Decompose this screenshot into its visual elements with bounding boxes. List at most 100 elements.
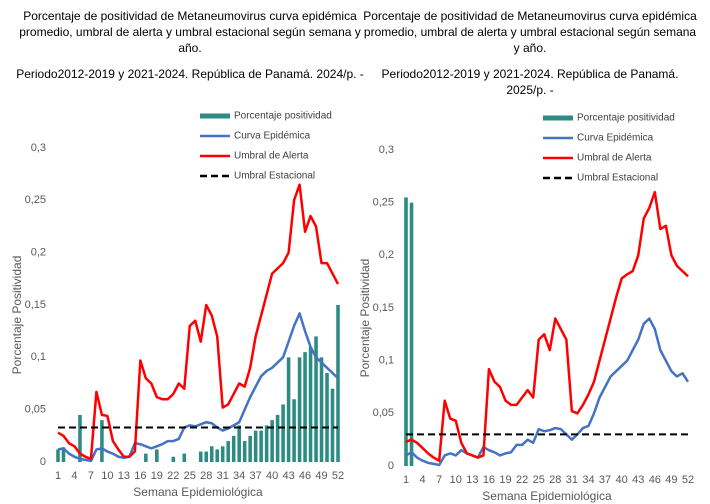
bar xyxy=(330,388,335,462)
chart-title: Porcentaje de positividad de Metaneumovi… xyxy=(363,9,697,55)
legend-label: Umbral de Alerta xyxy=(234,151,309,162)
x-tick-label: 49 xyxy=(665,474,677,486)
x-tick-label: 37 xyxy=(599,474,611,486)
bar xyxy=(100,420,104,462)
bar xyxy=(171,456,176,462)
x-tick-label: 40 xyxy=(616,474,628,486)
y-axis-label: Porcentaje Positividad xyxy=(10,256,24,375)
legend-label: Porcentaje positividad xyxy=(577,113,675,124)
bar xyxy=(248,435,252,462)
x-tick-label: 28 xyxy=(200,470,212,482)
x-tick-label: 10 xyxy=(450,474,462,486)
bar xyxy=(56,449,60,462)
y-tick-label: 0,05 xyxy=(25,404,46,416)
line-series xyxy=(405,190,689,462)
legend-label: Umbral Estacional xyxy=(234,171,315,182)
legend-label: Curva Epidémica xyxy=(234,131,311,142)
x-tick-label: 49 xyxy=(315,470,327,482)
x-tick-label: 13 xyxy=(118,470,130,482)
x-tick-label: 7 xyxy=(436,474,442,486)
bar xyxy=(404,197,408,466)
bar xyxy=(314,336,318,462)
x-tick-label: 28 xyxy=(549,474,561,486)
legend-label: Curva Epidémica xyxy=(577,133,654,144)
bar xyxy=(281,404,285,462)
bar xyxy=(253,430,258,462)
x-tick-label: 22 xyxy=(516,474,528,486)
x-tick-label: 46 xyxy=(649,474,661,486)
x-tick-label: 19 xyxy=(499,474,511,486)
bar xyxy=(78,414,82,462)
bar xyxy=(144,453,148,462)
y-tick-label: 0,2 xyxy=(31,247,46,259)
bar xyxy=(155,449,159,462)
bar xyxy=(409,202,414,466)
x-tick-label: 37 xyxy=(250,470,262,482)
bar xyxy=(220,446,225,462)
y-tick-label: 0,25 xyxy=(25,194,46,206)
bar xyxy=(226,441,230,462)
bar xyxy=(270,420,274,462)
bar xyxy=(209,446,214,462)
bar xyxy=(292,399,296,462)
bar xyxy=(61,447,66,462)
bar xyxy=(308,346,313,462)
line-series xyxy=(57,312,339,463)
bar xyxy=(275,414,280,462)
legend-label: Porcentaje positividad xyxy=(234,111,332,122)
x-tick-label: 4 xyxy=(71,470,77,482)
y-tick-label: 0,3 xyxy=(379,144,394,156)
bar xyxy=(303,352,307,462)
x-tick-label: 52 xyxy=(682,474,694,486)
bar xyxy=(319,357,324,462)
y-tick-label: 0,1 xyxy=(379,355,394,367)
line-series xyxy=(57,183,340,461)
bar xyxy=(237,425,241,462)
bar xyxy=(182,453,187,462)
y-axis-label: Porcentaje Positividad xyxy=(358,259,372,378)
x-tick-label: 40 xyxy=(266,470,278,482)
y-tick-label: 0 xyxy=(40,456,46,468)
x-tick-label: 10 xyxy=(101,470,113,482)
bar xyxy=(198,451,203,462)
bar xyxy=(264,425,269,462)
legend-label: Umbral de Alerta xyxy=(577,153,652,164)
x-tick-label: 31 xyxy=(566,474,578,486)
x-tick-label: 22 xyxy=(167,470,179,482)
y-tick-label: 0,1 xyxy=(31,351,46,363)
x-tick-label: 25 xyxy=(533,474,545,486)
x-tick-label: 52 xyxy=(332,470,344,482)
bar xyxy=(215,449,219,462)
bar xyxy=(242,441,247,462)
x-tick-label: 43 xyxy=(632,474,644,486)
x-tick-label: 19 xyxy=(151,470,163,482)
bar xyxy=(336,305,340,462)
bar xyxy=(325,373,329,462)
chart-title: Porcentaje de positividad de Metaneumovi… xyxy=(19,9,361,55)
x-axis-label: Semana Epidemiológica xyxy=(482,489,612,503)
x-tick-label: 34 xyxy=(582,474,594,486)
x-tick-label: 16 xyxy=(134,470,146,482)
y-tick-label: 0,2 xyxy=(379,249,394,261)
x-axis-label: Semana Epidemiológica xyxy=(133,485,263,499)
x-tick-label: 16 xyxy=(483,474,495,486)
bar xyxy=(297,357,302,462)
x-tick-label: 34 xyxy=(233,470,245,482)
x-tick-label: 46 xyxy=(299,470,311,482)
chart-subtitle: Periodo2012-2019 y 2021-2024. República … xyxy=(381,67,679,97)
legend-label: Umbral Estacional xyxy=(577,173,658,184)
bar xyxy=(286,357,291,462)
x-tick-label: 25 xyxy=(184,470,196,482)
legend-swatch xyxy=(200,113,230,119)
x-tick-label: 43 xyxy=(282,470,294,482)
bar xyxy=(259,430,263,462)
y-tick-label: 0,3 xyxy=(31,142,46,154)
y-tick-label: 0,15 xyxy=(373,302,394,314)
bar xyxy=(204,451,209,462)
x-tick-label: 1 xyxy=(403,474,409,486)
y-tick-label: 0,05 xyxy=(373,407,394,419)
bar xyxy=(231,435,236,462)
x-tick-label: 7 xyxy=(88,470,94,482)
x-tick-label: 1 xyxy=(55,470,61,482)
